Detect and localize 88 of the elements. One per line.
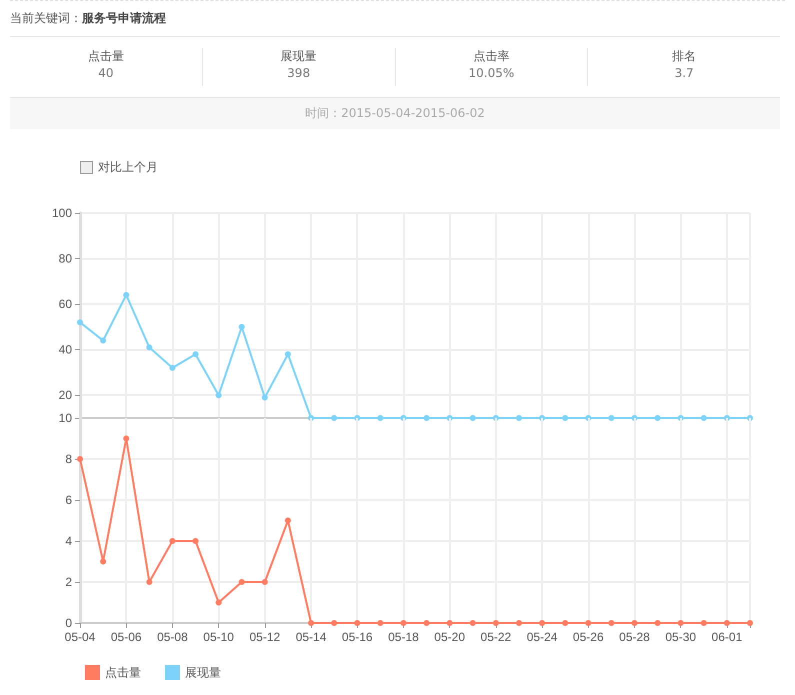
y-tick-label: 8 [65, 452, 72, 466]
point [562, 620, 568, 626]
point [238, 324, 245, 330]
point [377, 415, 384, 421]
y-tick-label: 60 [58, 297, 72, 312]
point [492, 620, 499, 626]
point [562, 415, 568, 421]
point [123, 292, 130, 298]
point [146, 344, 152, 350]
y-tick-label: 80 [58, 252, 72, 266]
y-tick-label: 4 [65, 534, 72, 548]
x-tick-label: 05-28 [619, 630, 650, 644]
point [216, 600, 222, 606]
point [470, 415, 476, 421]
point [238, 579, 245, 585]
y-tick-label: 100 [52, 206, 72, 220]
legend-label: 点击量 [105, 666, 141, 680]
x-tick-label: 05-10 [203, 630, 234, 644]
point [631, 620, 638, 626]
point [216, 392, 222, 398]
text: 398 [287, 66, 310, 80]
point [424, 620, 430, 626]
point [700, 415, 707, 421]
text: 当前关键词：服务号申请流程 [10, 11, 166, 25]
text: 时间：2015-05-04-2015-06-02 [10, 97, 780, 129]
x-tick-label: 05-30 [665, 630, 696, 644]
category-label: 点击率 [472, 48, 510, 65]
category-label: 排名 [671, 48, 698, 65]
point [331, 620, 338, 626]
y-tick-label: 2 [65, 575, 72, 589]
x-tick-label: 05-08 [157, 630, 188, 644]
text: 10.05% [468, 66, 514, 80]
point [192, 351, 199, 358]
text: 3.7 [674, 66, 694, 80]
x-tick-label: 05-18 [388, 630, 420, 644]
point [100, 558, 106, 564]
point [284, 351, 291, 358]
point [77, 319, 83, 326]
point [308, 620, 314, 626]
point [377, 620, 384, 626]
category-label: 点击量 [86, 48, 125, 65]
point [331, 415, 338, 421]
point [470, 620, 476, 626]
point [192, 538, 199, 544]
point [169, 538, 176, 544]
point [678, 620, 684, 626]
y-tick-label: 6 [65, 493, 72, 507]
point [77, 456, 83, 462]
point [123, 436, 130, 442]
x-tick-label: 05-22 [480, 630, 512, 644]
text: 对比上个月 [98, 159, 158, 176]
point [654, 620, 661, 626]
point [169, 364, 176, 371]
text: 40 [98, 66, 114, 80]
x-tick-label: 05-20 [434, 630, 466, 644]
point [747, 620, 753, 626]
category-label: 展现量 [280, 48, 318, 65]
y-tick-label: 0 [65, 616, 72, 630]
x-tick-label: 05-04 [64, 630, 96, 644]
x-tick-label: 05-14 [296, 630, 327, 644]
legend-label: 展现量 [185, 666, 221, 680]
point [516, 415, 522, 421]
x-tick-label: 05-24 [526, 630, 558, 644]
point [400, 620, 406, 626]
point [724, 620, 730, 626]
point [262, 394, 268, 400]
point [424, 415, 430, 421]
point [516, 620, 522, 626]
point [146, 579, 152, 585]
point [608, 620, 614, 626]
point [585, 620, 592, 626]
x-tick-label: 05-26 [572, 630, 604, 644]
point [700, 620, 707, 626]
point [100, 338, 106, 344]
x-tick-label: 05-06 [110, 630, 142, 644]
point [608, 415, 614, 421]
point [446, 620, 453, 626]
point [284, 518, 291, 524]
x-tick-label: 05-16 [342, 630, 373, 644]
y-tick-label: 10 [58, 411, 72, 425]
point [354, 620, 360, 626]
y-tick-label: 20 [58, 388, 72, 402]
y-tick-label: 40 [58, 342, 72, 357]
point [262, 579, 268, 585]
x-tick-label: 05-12 [249, 630, 280, 644]
point [654, 415, 661, 421]
point [539, 620, 546, 626]
x-tick-label: 06-01 [712, 630, 743, 644]
